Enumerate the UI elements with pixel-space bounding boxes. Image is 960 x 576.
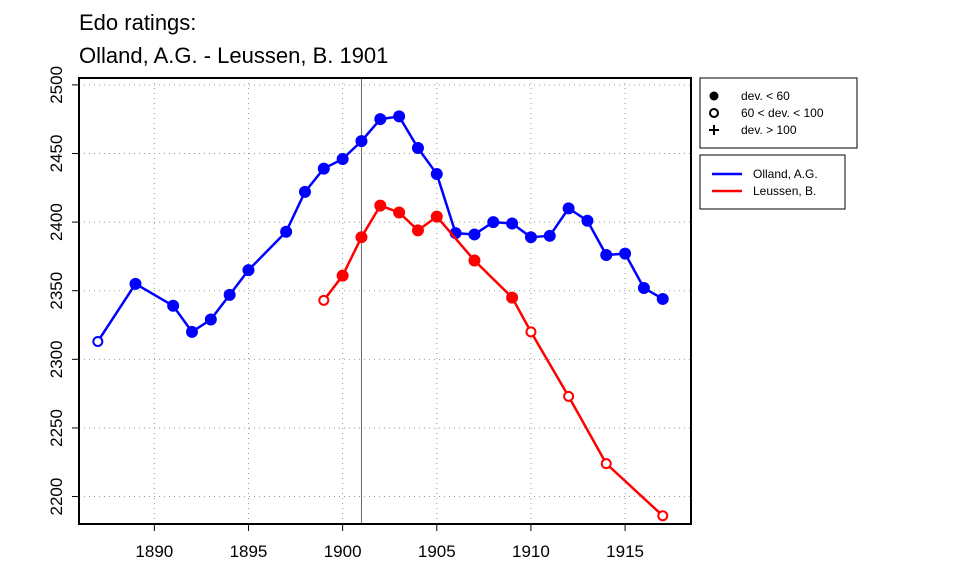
plot-frame <box>78 77 692 525</box>
data-point <box>637 281 650 294</box>
chart-title-line-2: Olland, A.G. - Leussen, B. 1901 <box>79 43 388 68</box>
data-point <box>506 291 519 304</box>
data-point <box>167 299 180 312</box>
series-layer <box>92 110 669 522</box>
x-tick-label: 1905 <box>418 542 456 561</box>
y-tick-label: 2300 <box>47 340 66 378</box>
filled-circle-symbol <box>709 91 719 101</box>
y-tick-label: 2200 <box>47 478 66 516</box>
y-tick-label: 2350 <box>47 272 66 310</box>
data-point <box>656 292 669 305</box>
data-point <box>223 288 236 301</box>
data-point <box>562 202 575 215</box>
data-point <box>317 162 330 175</box>
data-point <box>129 277 142 290</box>
data-point-open <box>92 335 104 347</box>
data-point <box>204 313 217 326</box>
data-point <box>298 185 311 198</box>
symbol-legend-label: 60 < dev. < 100 <box>741 106 824 120</box>
x-tick-label: 1915 <box>606 542 644 561</box>
x-tick-label: 1900 <box>324 542 362 561</box>
data-point <box>543 229 556 242</box>
y-tick-label: 2500 <box>47 66 66 104</box>
data-point <box>393 206 406 219</box>
data-point <box>374 199 387 212</box>
data-point <box>506 217 519 230</box>
data-point-open <box>318 294 330 306</box>
series-legend-label: Olland, A.G. <box>753 167 818 181</box>
series-legend: Olland, A.G. Leussen, B. <box>699 154 846 210</box>
data-point <box>619 247 632 260</box>
data-point <box>280 225 293 238</box>
data-point <box>393 110 406 123</box>
series-line <box>96 115 664 343</box>
data-point <box>430 168 443 181</box>
series-legend-label: Leussen, B. <box>753 184 816 198</box>
symbol-legend-label: dev. > 100 <box>741 123 797 137</box>
data-point-open <box>563 390 575 402</box>
data-point <box>336 152 349 165</box>
y-tick-label: 2250 <box>47 409 66 447</box>
x-tick-label: 1890 <box>135 542 173 561</box>
chart-title-line-1: Edo ratings: <box>79 10 196 35</box>
symbol-legend: dev. < 60 60 < dev. < 100 dev. > 100 <box>699 77 858 149</box>
data-point <box>487 216 500 229</box>
data-point <box>242 264 255 277</box>
series-1 <box>318 199 669 522</box>
series-legend-box <box>699 154 846 210</box>
data-point <box>581 214 594 227</box>
symbol-legend-label: dev. < 60 <box>741 89 790 103</box>
data-point <box>468 254 481 267</box>
data-point <box>185 325 198 338</box>
x-tick-label: 1895 <box>230 542 268 561</box>
data-point <box>411 224 424 237</box>
data-point-open <box>600 458 612 470</box>
x-tick-label: 1910 <box>512 542 550 561</box>
data-point <box>355 135 368 148</box>
open-circle-symbol <box>709 108 719 118</box>
data-point <box>336 269 349 282</box>
axes: 1890 1895 1900 1905 1910 1915 2200 2250 2300 2350… <box>47 66 644 561</box>
data-point <box>430 210 443 223</box>
data-point <box>600 249 613 262</box>
data-point-open <box>525 326 537 338</box>
y-tick-label: 2400 <box>47 203 66 241</box>
data-point <box>355 231 368 244</box>
data-point-open <box>657 510 669 522</box>
y-tick-label: 2450 <box>47 135 66 173</box>
data-point <box>524 231 537 244</box>
data-point <box>374 113 387 126</box>
symbol-legend-box <box>699 77 858 149</box>
series-0 <box>92 110 669 347</box>
data-point <box>468 228 481 241</box>
data-point <box>411 141 424 154</box>
series-line <box>322 204 664 517</box>
